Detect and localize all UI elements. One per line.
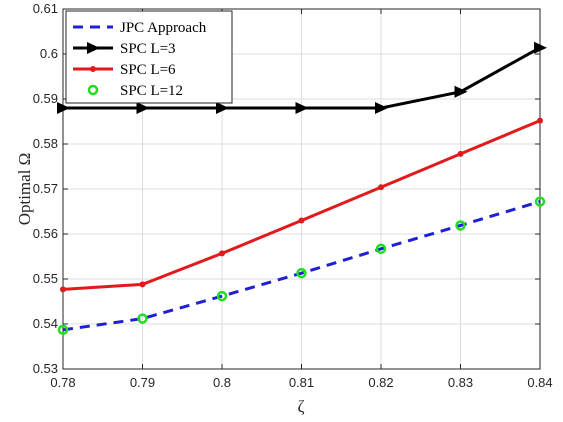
legend-marker (90, 66, 96, 72)
legend-marker (87, 84, 99, 96)
data-point (295, 102, 309, 114)
data-point (537, 117, 543, 124)
data-point (375, 102, 388, 114)
y-tick-label: 0.54 (33, 316, 58, 331)
x-tick-label: 0.84 (527, 375, 552, 390)
y-axis-label: Optimal Ω (15, 153, 34, 226)
data-point (216, 102, 229, 114)
x-tick-label: 0.79 (130, 375, 155, 390)
legend-item: SPC L=12 (87, 83, 183, 99)
data-point (375, 243, 387, 255)
data-point (57, 102, 70, 114)
y-tick-label: 0.61 (33, 1, 58, 16)
series-layer (57, 41, 547, 336)
data-point (455, 220, 466, 231)
series-2 (60, 117, 543, 293)
y-tick-label: 0.56 (33, 226, 58, 241)
data-point (139, 281, 146, 288)
x-tick-label: 0.8 (213, 375, 231, 390)
data-point (457, 150, 464, 157)
legend-item: JPC Approach (73, 20, 207, 36)
series-0 (62, 200, 541, 332)
data-point (57, 324, 69, 336)
series-1 (57, 41, 547, 114)
data-point (378, 184, 384, 191)
legend-item: SPC L=3 (73, 41, 176, 57)
legend-label: SPC L=6 (120, 62, 176, 78)
y-tick-label: 0.6 (40, 46, 58, 61)
data-point (296, 267, 307, 279)
x-tick-label: 0.81 (289, 375, 314, 390)
legend-label: SPC L=3 (120, 41, 176, 57)
data-point (137, 313, 148, 324)
y-tick-label: 0.59 (33, 91, 58, 106)
x-tick-label: 0.83 (448, 375, 473, 390)
data-point (454, 85, 468, 98)
y-tick-label: 0.57 (33, 181, 58, 196)
data-point (534, 41, 547, 54)
y-tick-label: 0.58 (33, 136, 58, 151)
series-line (62, 200, 541, 332)
x-axis-label: ζ (297, 397, 304, 416)
legend-label: JPC Approach (120, 20, 207, 36)
data-point (219, 250, 225, 257)
legend: JPC Approach SPC L=3 SPC L=6 SPC L=12 (65, 10, 233, 104)
x-tick-label: 0.78 (50, 375, 75, 390)
legend-marker (87, 42, 100, 54)
data-point (534, 196, 546, 207)
data-point (60, 286, 66, 293)
legend-item: SPC L=6 (73, 62, 176, 78)
y-tick-label: 0.53 (33, 361, 58, 376)
x-tick-label: 0.82 (368, 375, 393, 390)
legend-label: SPC L=12 (120, 83, 183, 99)
data-point (298, 217, 305, 224)
y-axis-ticks: 0.53 0.54 0.55 0.56 0.57 0.58 0.59 0.6 0.61 (33, 1, 540, 376)
data-point (216, 290, 228, 302)
y-tick-label: 0.55 (33, 271, 58, 286)
series-3 (57, 196, 546, 336)
data-point (136, 102, 150, 114)
